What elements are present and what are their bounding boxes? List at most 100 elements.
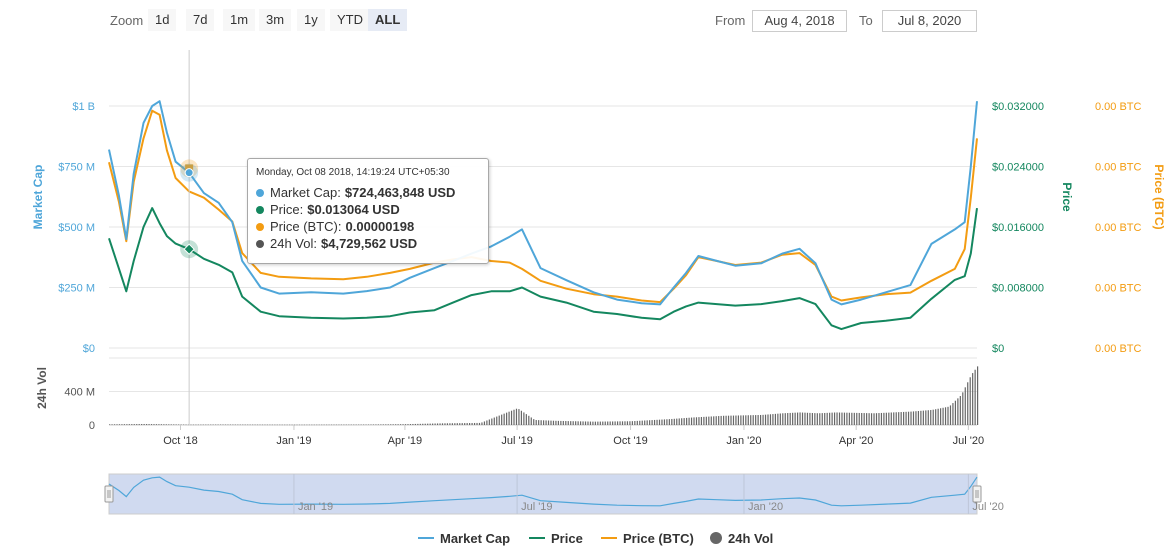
zoom-all-button[interactable]: ALL xyxy=(368,9,408,31)
volume-bar xyxy=(436,423,439,425)
volume-bar xyxy=(515,408,518,425)
from-label: From xyxy=(715,13,746,28)
volume-bar xyxy=(419,423,421,425)
legend-item-volume[interactable]: 24h Vol xyxy=(710,528,773,548)
volume-bar xyxy=(809,412,811,425)
volume-bar xyxy=(234,424,236,426)
volume-bar xyxy=(742,415,744,425)
volume-bar xyxy=(782,413,784,425)
volume-bar xyxy=(841,412,843,425)
market-cap-dot-icon xyxy=(256,188,264,197)
volume-bar xyxy=(681,418,683,425)
x-tick-label: Jul '19 xyxy=(501,435,532,447)
volume-bar xyxy=(893,412,895,425)
zoom-1d-button[interactable]: 1d xyxy=(148,9,177,31)
volume-bar xyxy=(254,424,256,426)
grid-lines xyxy=(109,105,977,426)
price-btc-line xyxy=(108,109,978,304)
volume-bar xyxy=(175,424,177,425)
volume-bar xyxy=(801,412,804,425)
volume-bar xyxy=(920,410,922,425)
volume-bar xyxy=(417,423,419,425)
volume-bar xyxy=(454,423,456,425)
volume-bar xyxy=(757,415,759,425)
volume-bar xyxy=(962,392,964,425)
volume-bar xyxy=(407,424,409,425)
zoom-7d-button[interactable]: 7d xyxy=(186,9,215,31)
navigator[interactable]: Jan '19 Jul '19 Jan '20 Jul '20 xyxy=(104,473,1004,515)
volume-bar xyxy=(912,411,915,425)
tooltip-row-market-cap: Market Cap: $724,463,848 USD xyxy=(256,185,455,200)
volume-bar xyxy=(587,421,589,425)
volume-bar xyxy=(446,423,449,425)
volume-bar xyxy=(789,412,791,425)
navigator-handle[interactable] xyxy=(972,485,982,503)
volume-bar xyxy=(185,424,187,426)
volume-bar xyxy=(651,420,653,425)
zoom-ytd-button[interactable]: YTD xyxy=(330,9,370,31)
volume-bar xyxy=(565,421,567,425)
volume-bar xyxy=(737,415,740,425)
volume-bar xyxy=(821,413,823,425)
volume-bar xyxy=(890,412,892,425)
to-date-input[interactable]: Jul 8, 2020 xyxy=(882,10,977,32)
volume-bar xyxy=(577,421,579,425)
volume-bar xyxy=(466,423,468,425)
zoom-1y-button[interactable]: 1y xyxy=(297,9,325,31)
volume-bar xyxy=(940,408,942,425)
volume-bar xyxy=(649,420,651,425)
legend-item-market-cap[interactable]: Market Cap xyxy=(418,528,510,548)
price-tick-label: $0.008000 xyxy=(992,283,1044,295)
volume-bar xyxy=(767,414,769,425)
volume-bar xyxy=(779,413,781,425)
volume-bar xyxy=(111,424,113,425)
market-cap-tick-label: $1 B xyxy=(72,101,95,113)
x-tick-label: Oct '19 xyxy=(613,435,648,447)
volume-bar xyxy=(109,424,111,425)
market-cap-tick-label: $750 M xyxy=(58,162,95,174)
navigator-selection xyxy=(108,473,978,515)
volume-bar xyxy=(760,414,762,425)
volume-bar xyxy=(486,420,488,425)
zoom-3m-button[interactable]: 3m xyxy=(259,9,292,31)
price-tick-label: $0.024000 xyxy=(992,162,1044,174)
volume-bar xyxy=(636,420,638,425)
volume-bar xyxy=(212,424,214,426)
volume-bar xyxy=(335,424,338,426)
volume-bar xyxy=(224,424,227,426)
volume-bar xyxy=(187,424,190,426)
zoom-label: Zoom xyxy=(110,13,144,28)
volume-bar xyxy=(397,424,399,425)
volume-bar xyxy=(133,424,135,425)
volume-bar xyxy=(289,424,291,426)
volume-bar xyxy=(219,424,222,426)
zoom-1m-button[interactable]: 1m xyxy=(223,9,256,31)
market-cap-marker xyxy=(184,168,194,178)
volume-bar xyxy=(306,424,308,426)
price-btc-line-icon xyxy=(601,537,617,539)
price-tick-label: $0 xyxy=(992,343,1004,355)
volume-bar xyxy=(555,420,557,425)
volume-bar xyxy=(345,424,347,426)
volume-bar xyxy=(698,417,700,425)
volume-bar xyxy=(910,411,912,425)
navigator-handle[interactable] xyxy=(104,485,114,503)
volume-bar xyxy=(178,424,180,425)
volume-bar xyxy=(663,419,666,425)
legend-item-price-btc[interactable]: Price (BTC) xyxy=(601,528,694,548)
volume-bar xyxy=(903,411,905,425)
legend-item-price[interactable]: Price xyxy=(529,528,583,548)
to-label: To xyxy=(859,13,873,28)
volume-bar xyxy=(977,366,979,425)
volume-bar xyxy=(202,424,204,426)
volume-bar xyxy=(875,413,878,425)
from-date-input[interactable]: Aug 4, 2018 xyxy=(752,10,847,32)
volume-bar xyxy=(567,421,569,425)
volume-bar xyxy=(276,424,278,426)
volume-bar xyxy=(286,424,288,426)
volume-bar xyxy=(441,423,444,425)
volume-bar xyxy=(123,424,125,425)
tooltip-label: Price: xyxy=(270,202,304,217)
volume-bar xyxy=(676,418,678,425)
